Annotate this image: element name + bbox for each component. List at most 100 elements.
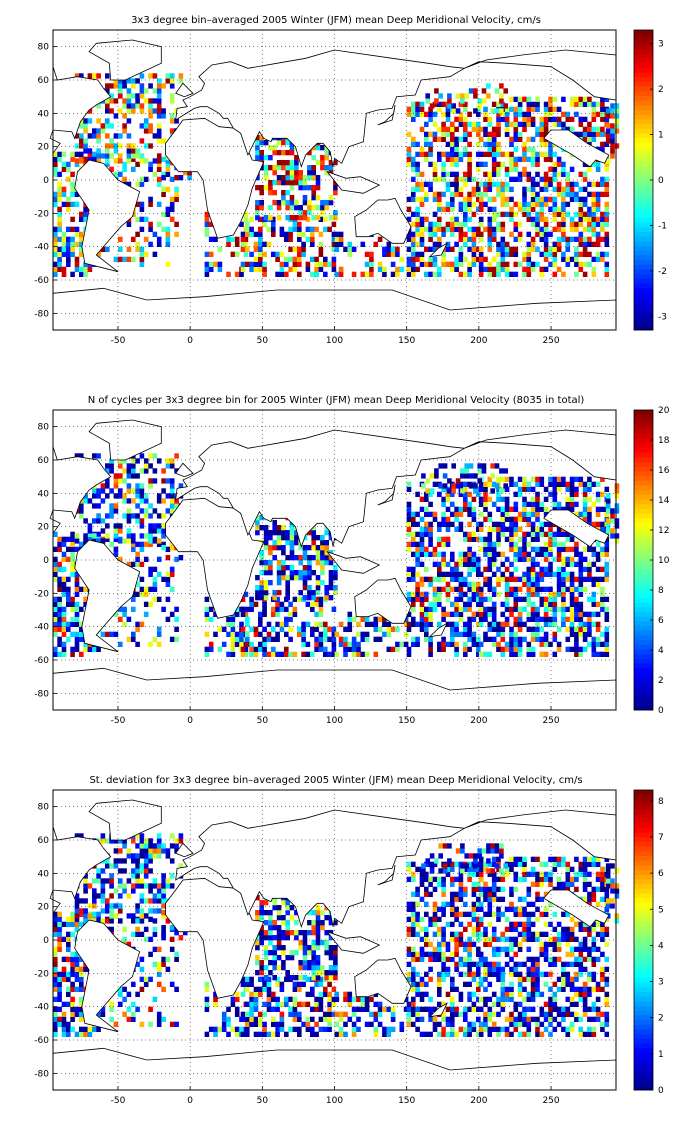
data-bin <box>424 526 429 532</box>
data-bin <box>478 611 484 617</box>
data-bin <box>139 181 145 187</box>
colorbar-swatch <box>634 588 653 594</box>
data-bin <box>522 96 527 102</box>
data-bin <box>548 546 553 552</box>
data-bin <box>92 133 97 139</box>
data-bin <box>156 883 162 889</box>
data-bin <box>266 1001 272 1007</box>
data-bin <box>587 191 592 197</box>
data-bin <box>565 606 571 612</box>
data-bin <box>561 256 566 262</box>
data-bin <box>428 246 433 252</box>
data-bin <box>437 271 442 277</box>
data-bin <box>152 108 158 114</box>
data-bin <box>156 833 162 839</box>
data-bin <box>279 1026 285 1032</box>
data-bin <box>156 961 162 967</box>
data-bin <box>118 641 123 647</box>
data-bin <box>543 156 549 162</box>
data-bin <box>281 190 286 196</box>
data-bin <box>105 908 110 914</box>
data-bin <box>204 266 210 272</box>
data-bin <box>574 196 579 202</box>
data-bin <box>305 226 311 232</box>
data-bin <box>253 631 259 637</box>
data-bin <box>302 180 308 186</box>
data-bin <box>513 156 519 162</box>
data-bin <box>535 581 540 587</box>
data-bin <box>390 646 396 652</box>
data-bin <box>70 171 75 177</box>
data-bin <box>526 266 532 272</box>
data-bin <box>587 166 592 172</box>
data-bin <box>548 571 553 577</box>
data-bin <box>535 536 540 542</box>
data-bin <box>364 251 370 257</box>
colorbar-swatch <box>634 240 653 247</box>
data-bin <box>284 651 289 657</box>
data-bin <box>288 266 293 272</box>
data-bin <box>204 1001 210 1007</box>
data-bin <box>517 106 523 112</box>
data-bin <box>126 616 132 622</box>
data-bin <box>109 838 114 844</box>
data-bin <box>105 523 110 529</box>
data-bin <box>491 621 497 627</box>
data-bin <box>415 581 420 587</box>
data-bin <box>591 561 597 567</box>
data-bin <box>504 166 510 172</box>
data-bin <box>255 140 260 146</box>
data-bin <box>509 651 514 657</box>
data-bin <box>437 206 442 212</box>
data-bin <box>565 556 571 562</box>
data-bin <box>135 556 140 562</box>
data-bin <box>432 161 438 167</box>
data-bin <box>139 73 145 79</box>
data-bin <box>522 146 527 152</box>
data-bin <box>156 1011 162 1017</box>
data-bin <box>338 636 344 642</box>
data-bin <box>262 241 267 247</box>
data-bin <box>445 181 451 187</box>
data-bin <box>347 246 353 252</box>
data-bin <box>161 468 166 474</box>
data-bin <box>61 231 67 237</box>
data-bin <box>74 951 80 957</box>
data-bin <box>517 616 523 622</box>
data-bin <box>406 521 412 527</box>
data-bin <box>386 631 392 637</box>
data-bin <box>463 116 468 122</box>
data-bin <box>234 641 240 647</box>
data-bin <box>548 116 553 122</box>
data-bin <box>458 251 464 257</box>
data-bin <box>403 616 409 622</box>
data-bin <box>491 181 497 187</box>
colorbar-swatch <box>634 686 653 692</box>
data-bin <box>406 156 412 162</box>
data-bin <box>441 521 446 527</box>
data-bin <box>263 175 269 181</box>
data-bin <box>574 261 579 267</box>
data-bin <box>556 191 562 197</box>
data-bin <box>249 261 254 267</box>
data-bin <box>70 966 75 972</box>
data-bin <box>314 271 319 277</box>
data-bin <box>122 611 127 617</box>
data-bin <box>509 166 514 172</box>
data-bin <box>548 536 553 542</box>
data-bin <box>411 101 416 107</box>
data-bin <box>96 1026 101 1032</box>
data-bin <box>148 848 153 854</box>
data-bin <box>513 591 519 597</box>
data-bin <box>135 161 140 167</box>
data-bin <box>156 128 162 134</box>
data-bin <box>285 160 290 166</box>
data-bin <box>100 128 106 134</box>
data-bin <box>450 216 455 222</box>
data-bin <box>135 483 140 489</box>
data-bin <box>582 101 588 107</box>
data-bin <box>53 196 58 202</box>
data-bin <box>428 601 433 607</box>
data-bin <box>587 516 592 522</box>
data-bin <box>424 226 429 232</box>
